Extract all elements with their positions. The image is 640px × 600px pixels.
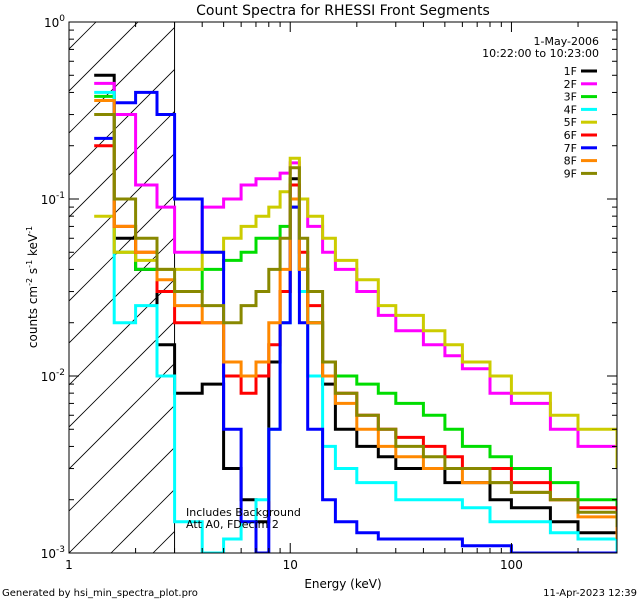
hatch-line xyxy=(237,22,640,553)
hatch-line xyxy=(405,22,640,553)
x-tick-label: 10 xyxy=(283,558,298,572)
y-axis-label: counts cm-2 s-1 keV-1 xyxy=(25,226,40,348)
hatch-line xyxy=(69,320,175,428)
hatch-line xyxy=(69,362,175,470)
series-line-7F xyxy=(94,90,617,553)
hatch-line xyxy=(69,194,175,302)
y-tick-label: 10-2 xyxy=(41,368,65,384)
hatch-line xyxy=(69,68,175,176)
hatch-line xyxy=(321,22,640,553)
hatched-region xyxy=(69,22,640,553)
series-line-9F xyxy=(94,113,617,528)
y-tick-label: 100 xyxy=(44,14,65,30)
y-tick-label-base: 10 xyxy=(41,193,56,207)
hatch-line xyxy=(69,278,175,386)
annotation-attenuator: Att A0, FDecim 2 xyxy=(186,518,279,531)
time-range-label: 10:22:00 to 10:23:00 xyxy=(482,47,599,60)
y-tick-label-base: 10 xyxy=(41,547,56,561)
y-axis-label-mid: s xyxy=(26,268,40,278)
hatch-line xyxy=(110,488,175,553)
legend-label-6F: 6F xyxy=(564,129,577,142)
y-axis-label-end: keV xyxy=(26,233,40,260)
legend-label-2F: 2F xyxy=(564,78,577,91)
hatch-line xyxy=(69,26,175,134)
y-axis-label-exp2: -1 xyxy=(25,260,34,268)
series-line-2F xyxy=(94,81,617,469)
y-tick-label-exp: 0 xyxy=(59,14,65,24)
hatch-line xyxy=(363,22,640,553)
date-label: 1-May-2006 xyxy=(534,35,599,48)
hatch-line xyxy=(447,22,640,553)
hatch-line xyxy=(69,152,175,260)
hatch-line xyxy=(279,22,640,553)
y-tick-label-exp: -2 xyxy=(56,368,65,378)
y-axis-label-exp1: -2 xyxy=(25,278,34,286)
hatch-line xyxy=(531,22,640,553)
y-axis-label-base: counts cm xyxy=(26,286,40,348)
y-tick-label: 10-1 xyxy=(41,191,65,207)
hatch-line xyxy=(69,236,175,344)
series-line-5F xyxy=(94,156,617,469)
series-line-6F xyxy=(94,144,617,522)
hatch-line xyxy=(573,22,640,553)
legend-label-3F: 3F xyxy=(564,91,577,104)
hatch-line xyxy=(69,404,175,512)
x-tick-label: 1 xyxy=(65,558,73,572)
series-line-3F xyxy=(94,94,617,522)
y-tick-label-base: 10 xyxy=(41,370,56,384)
legend-label-8F: 8F xyxy=(564,155,577,168)
chart-title: Count Spectra for RHESSI Front Segments xyxy=(196,3,490,19)
footer-timestamp: 11-Apr-2023 12:39 xyxy=(543,588,637,599)
x-tick-label: 100 xyxy=(500,558,523,572)
hatch-line xyxy=(69,446,175,553)
legend-label-7F: 7F xyxy=(564,142,577,155)
legend-label-4F: 4F xyxy=(564,103,577,116)
hatch-line xyxy=(615,22,640,553)
legend-label-5F: 5F xyxy=(564,116,577,129)
legend-label-1F: 1F xyxy=(564,65,577,78)
x-axis-label: Energy (keV) xyxy=(304,577,381,591)
y-axis-label-exp3: -1 xyxy=(25,226,34,234)
hatch-line xyxy=(69,22,97,50)
plot-frame xyxy=(68,21,618,554)
footer-generated-by: Generated by hsi_min_spectra_plot.pro xyxy=(2,588,198,599)
y-tick-label-exp: -3 xyxy=(56,545,65,555)
series-lines xyxy=(94,73,617,553)
y-tick-label: 10-3 xyxy=(41,545,65,561)
y-tick-label-exp: -1 xyxy=(56,191,65,201)
legend-label-9F: 9F xyxy=(564,167,577,180)
annotation-background: Includes Background xyxy=(186,506,301,519)
y-tick-label-base: 10 xyxy=(44,16,59,30)
x-axis: 1 10 100 xyxy=(65,22,618,572)
